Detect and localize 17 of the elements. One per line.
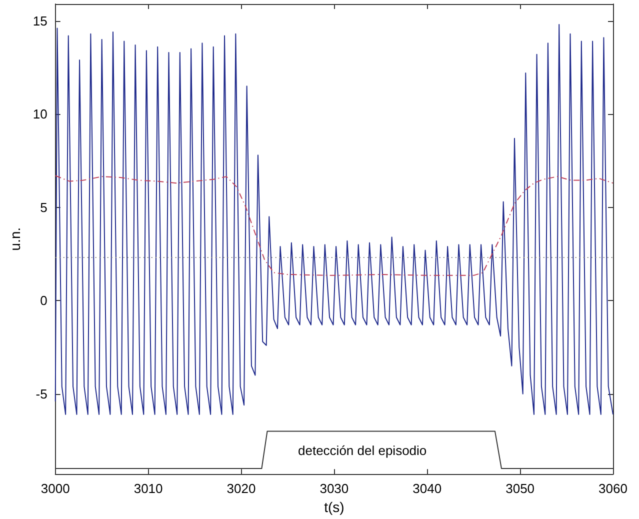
x-tick-label: 3010	[134, 481, 163, 496]
x-axis-title: t(s)	[324, 499, 344, 515]
y-tick-label: -5	[36, 386, 48, 402]
x-tick-label: 3020	[226, 481, 256, 496]
line-series	[54, 175, 614, 276]
y-tick-label: 15	[32, 13, 48, 28]
y-axis-title: u.n.	[7, 227, 23, 251]
x-tick-label: 3000	[40, 481, 70, 496]
y-tick-label: 10	[32, 106, 48, 122]
x-tick-label: 3060	[598, 481, 628, 496]
y-tick-label: 5	[40, 200, 48, 215]
annotation: detección del episodio	[298, 443, 427, 458]
y-tick-label: 0	[40, 293, 48, 308]
x-tick-label: 3030	[320, 481, 349, 496]
x-tick-label: 3050	[506, 481, 535, 496]
line-series	[54, 24, 614, 415]
x-tick-label: 3040	[412, 481, 442, 496]
